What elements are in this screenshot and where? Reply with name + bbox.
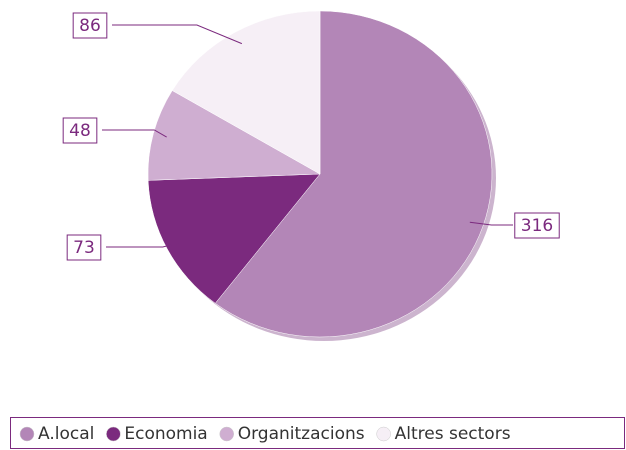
pie-slice [214,10,493,338]
leader-line [102,129,167,138]
leader-line [112,24,243,45]
pie-slice [171,10,321,175]
data-label-box [514,212,560,239]
data-label: 73 [73,238,95,258]
legend-label: Altres sectors [395,424,511,444]
legend-swatch [219,426,234,442]
data-label-box [62,117,98,144]
data-label-box [66,234,102,261]
legend-label: Organitzacions [238,424,365,444]
pie-slice [147,173,321,304]
legend-swatch [376,426,391,442]
pie-slice [147,90,321,181]
legend-swatch [19,426,35,442]
data-label: 86 [79,16,101,36]
legend-swatch [106,426,121,442]
legend-label: A.local [38,424,94,444]
data-label: 316 [521,216,553,236]
legend-label: Economia [124,424,207,444]
leader-line [469,221,513,226]
data-label: 48 [69,121,91,141]
leader-line [106,242,180,248]
data-label-box [72,12,108,39]
